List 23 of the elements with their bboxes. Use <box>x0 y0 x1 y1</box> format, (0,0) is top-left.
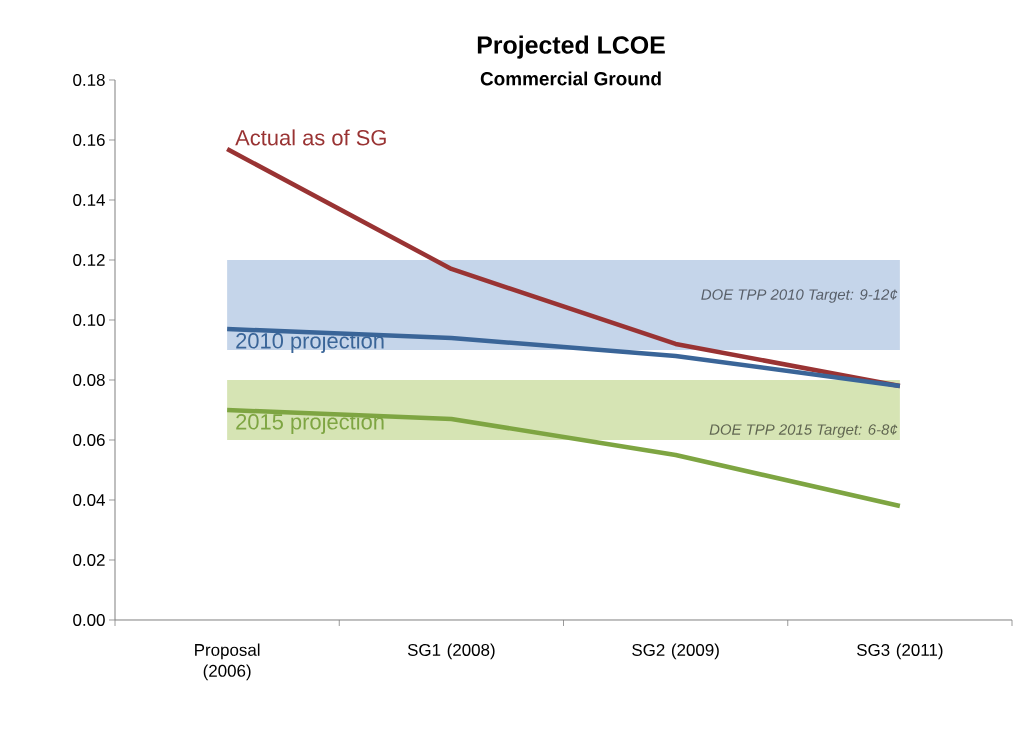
band-label: DOE TPP 2010 Target: 9-12¢ <box>701 289 898 303</box>
y-tick-label: 0.16 <box>73 133 105 146</box>
y-tick-label: 0.10 <box>73 313 105 326</box>
y-tick-label: 0.18 <box>73 73 105 86</box>
y-tick-label: 0.12 <box>73 253 105 266</box>
band-label: DOE TPP 2015 Target: 6-8¢ <box>709 424 898 438</box>
x-tick-label: SG3 (2011) <box>857 643 943 660</box>
series-label: 2010 projection <box>236 332 384 353</box>
series-label: 2015 projection <box>236 413 384 434</box>
y-tick-label: 0.02 <box>73 553 105 566</box>
y-tick-label: 0.00 <box>73 613 105 626</box>
series-label: Actual as of SG <box>235 129 386 146</box>
chart-title: Projected LCOE <box>477 35 665 59</box>
x-tick-label: Proposal (2006) <box>195 643 260 681</box>
line-series <box>224 326 903 389</box>
line-series <box>224 407 903 509</box>
chart-subtitle: Commercial Ground <box>480 71 661 86</box>
y-tick-label: 0.04 <box>73 493 105 506</box>
y-tick-label: 0.08 <box>73 373 105 386</box>
y-tick-label: 0.06 <box>73 433 105 446</box>
y-tick-label: 0.14 <box>73 193 105 206</box>
x-tick-label: SG1 (2008) <box>407 643 495 660</box>
x-tick-label: SG2 (2009) <box>632 643 719 660</box>
